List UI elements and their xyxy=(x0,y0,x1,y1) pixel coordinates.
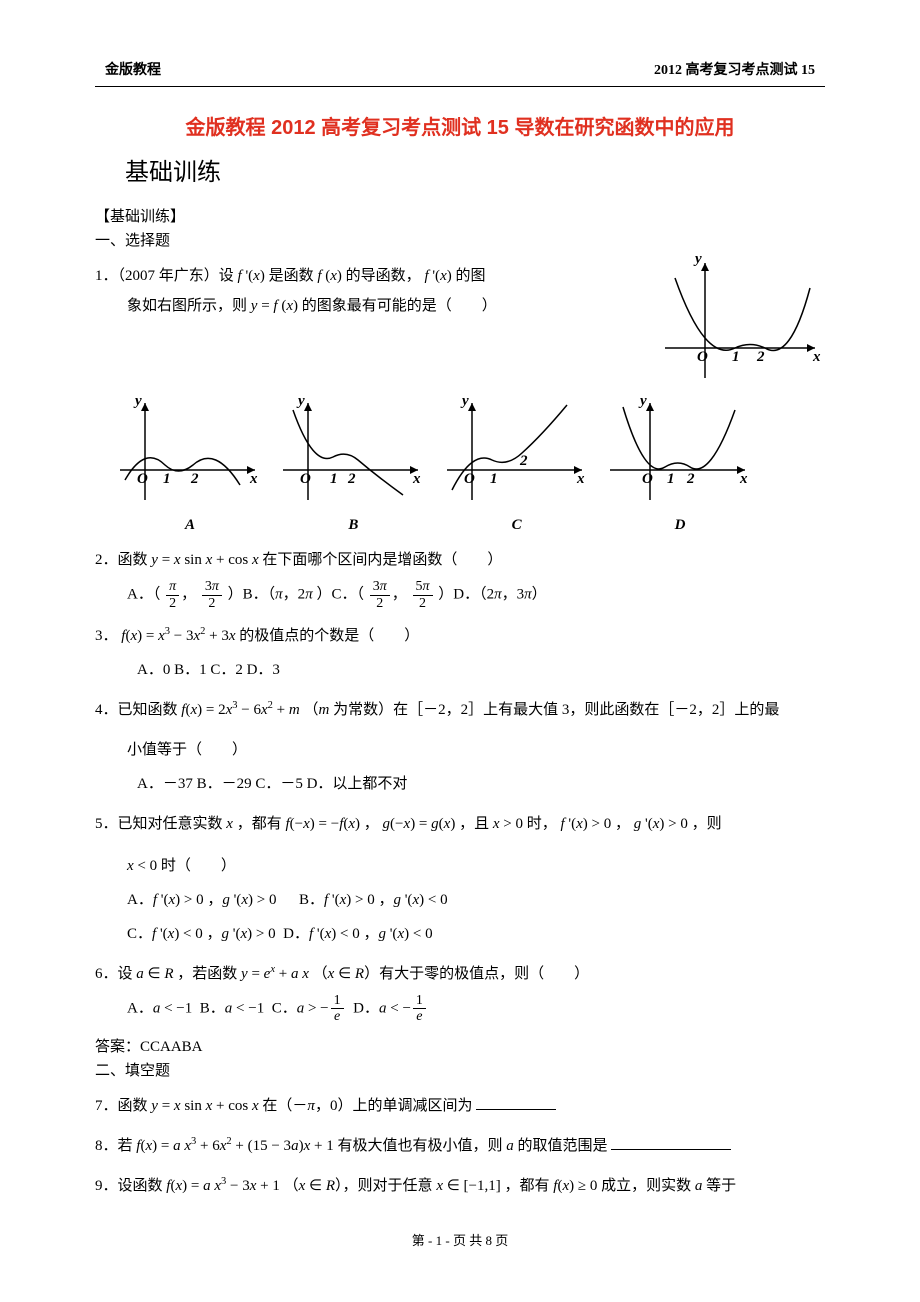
svg-text:x: x xyxy=(739,471,748,487)
svg-text:O: O xyxy=(137,471,148,487)
question-6: 6．设 a ∈ R ，若函数 y = ex + a x （x ∈ R）有大于零的… xyxy=(95,959,825,1025)
svg-text:1: 1 xyxy=(163,471,171,487)
section-basic: 【基础训练】 xyxy=(95,205,825,229)
svg-text:2: 2 xyxy=(190,471,199,487)
doc-subtitle: 基础训练 xyxy=(125,154,825,192)
svg-text:O: O xyxy=(697,349,708,365)
answers: 答案：CCAABA xyxy=(95,1035,825,1059)
svg-text:2: 2 xyxy=(347,471,356,487)
svg-text:x: x xyxy=(576,471,585,487)
section-1: 一、选择题 xyxy=(95,229,825,253)
header-rule xyxy=(95,86,825,87)
svg-text:O: O xyxy=(642,471,653,487)
figure-options: O 1 2 x y A O 1 2 x y B xyxy=(115,395,755,537)
svg-text:2: 2 xyxy=(519,453,528,469)
svg-text:y: y xyxy=(693,251,702,267)
question-9: 9．设函数 f(x) = a x3 − 3x + 1 （x ∈ R），则对于任意… xyxy=(95,1171,825,1201)
header-left: 金版教程 xyxy=(105,60,161,82)
svg-text:O: O xyxy=(464,471,475,487)
svg-text:x: x xyxy=(249,471,258,487)
section-2: 二、填空题 xyxy=(95,1059,825,1083)
svg-text:O: O xyxy=(300,471,311,487)
question-7: 7．函数 y = x sin x + cos x 在（－π，0）上的单调减区间为 xyxy=(95,1091,825,1121)
svg-text:x: x xyxy=(812,349,821,365)
svg-text:2: 2 xyxy=(686,471,695,487)
svg-text:y: y xyxy=(133,393,142,409)
header-right: 2012 高考复习考点测试 15 xyxy=(654,60,815,82)
svg-text:1: 1 xyxy=(330,471,338,487)
svg-text:y: y xyxy=(296,393,305,409)
svg-text:y: y xyxy=(460,393,469,409)
page-footer: 第 - 1 - 页 共 8 页 xyxy=(95,1231,825,1252)
svg-text:2: 2 xyxy=(756,349,765,365)
question-5: 5．已知对任意实数 x ，都有 f(−x) = −f(x) ， g(−x) = … xyxy=(95,809,825,949)
question-3: 3． f(x) = x3 − 3x2 + 3x 的极值点的个数是（ ） A．0 … xyxy=(95,621,825,685)
svg-text:x: x xyxy=(412,471,421,487)
figure-fprime: O 1 2 x y xyxy=(655,253,825,391)
svg-text:y: y xyxy=(638,393,647,409)
question-2: 2．函数 y = x sin x + cos x 在下面哪个区间内是增函数（ ）… xyxy=(95,545,825,611)
question-8: 8．若 f(x) = a x3 + 6x2 + (15 − 3a)x + 1 有… xyxy=(95,1131,825,1161)
svg-text:1: 1 xyxy=(490,471,498,487)
svg-text:1: 1 xyxy=(732,349,740,365)
question-4: 4．已知函数 f(x) = 2x3 − 6x2 + m （m 为常数）在［－2，… xyxy=(95,695,825,799)
svg-text:1: 1 xyxy=(667,471,675,487)
doc-title: 金版教程 2012 高考复习考点测试 15 导数在研究函数中的应用 xyxy=(95,112,825,144)
